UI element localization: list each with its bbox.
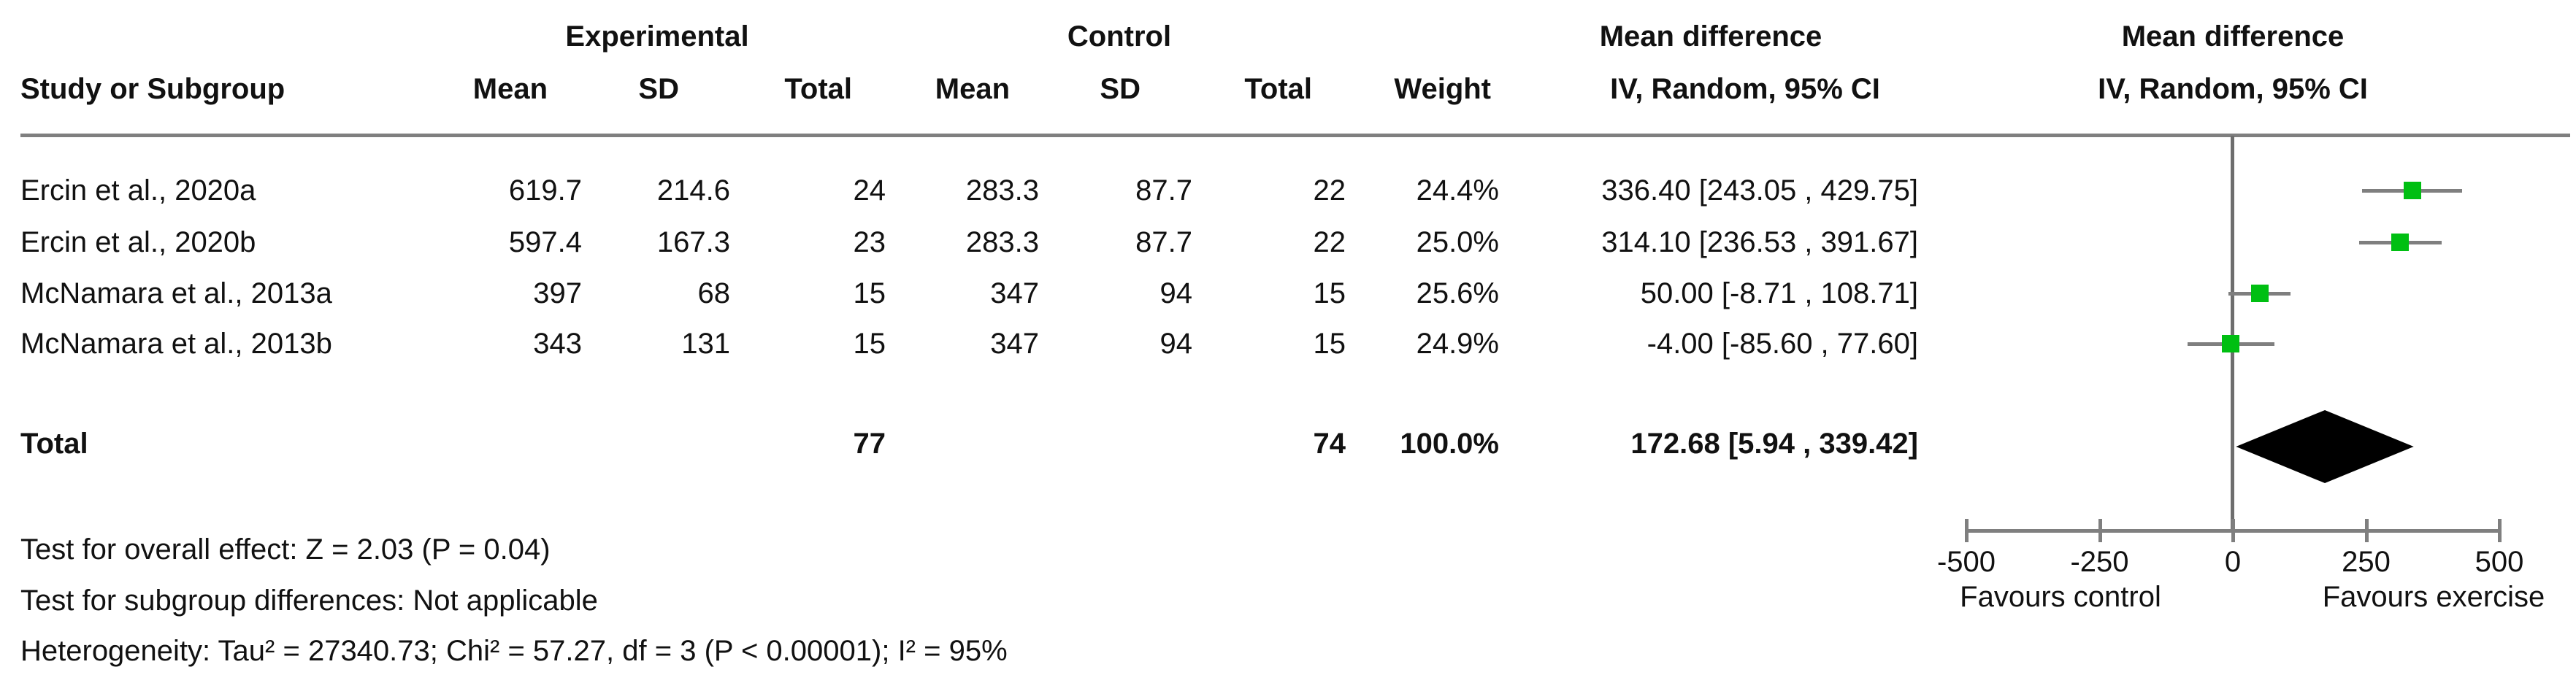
experimental-total-value: 15 [853,277,886,309]
mean-difference-ci-text: 336.40 [243.05 , 429.75] [1601,174,1918,207]
control-sd-value: 87.7 [1135,226,1192,258]
header-mean-experimental: Mean [472,73,548,105]
study-row: Ercin et al., 2020a 619.7 214.6 24 283.3… [0,165,2576,216]
axis-tick-label: 0 [2224,546,2242,578]
axis-tick-label: 500 [2475,546,2524,578]
weight-value: 25.6% [1416,277,1499,309]
total-n-experimental: 77 [853,428,886,460]
experimental-mean-value: 397 [533,277,582,309]
study-row: Ercin et al., 2020b 597.4 167.3 23 283.3… [0,217,2576,268]
subgroup-differences-test-text: Test for subgroup differences: Not appli… [20,585,598,617]
experimental-total-value: 23 [853,226,886,258]
control-sd-value: 94 [1159,328,1193,360]
study-row: McNamara et al., 2013a 397 68 15 347 94 … [0,268,2576,319]
experimental-mean-value: 343 [533,328,582,360]
study-row: McNamara et al., 2013b 343 131 15 347 94… [0,318,2576,369]
mean-difference-ci-text: -4.00 [-85.60 , 77.60] [1647,328,1918,360]
header-sd-experimental: SD [638,73,679,105]
axis-tick [2098,519,2102,542]
control-mean-value: 283.3 [965,226,1039,258]
favours-exercise-label: Favours exercise [2322,581,2545,613]
experimental-sd-value: 131 [681,328,730,360]
weight-value: 24.4% [1416,174,1499,207]
control-mean-value: 347 [990,277,1039,309]
experimental-sd-value: 214.6 [656,174,730,207]
control-sd-value: 94 [1159,277,1193,309]
header-experimental-group: Experimental [565,20,749,53]
effect-square-marker [2222,335,2240,352]
header-mean-difference-plot: Mean difference [2121,20,2345,53]
header-iv-random-ci-plot: IV, Random, 95% CI [2098,73,2368,105]
mean-difference-ci-text: 314.10 [236.53 , 391.67] [1601,226,1918,258]
effect-square-marker [2391,234,2410,251]
control-mean-value: 347 [990,328,1039,360]
heterogeneity-text: Heterogeneity: Tau² = 27340.73; Chi² = 5… [20,635,1008,667]
axis-tick [2231,519,2235,542]
total-ci-text: 172.68 [5.94 , 339.42] [1630,428,1918,460]
control-sd-value: 87.7 [1135,174,1192,207]
axis-tick-label: -250 [2070,546,2129,578]
study-label: McNamara et al., 2013b [20,328,332,360]
header-iv-random-ci-text: IV, Random, 95% CI [1610,73,1880,105]
header-total-control: Total [1244,73,1312,105]
control-total-value: 15 [1313,328,1346,360]
axis-tick-label: 250 [2342,546,2391,578]
header-mean-difference-text: Mean difference [1599,20,1822,53]
zero-line [2231,136,2234,532]
axis-tick [2498,519,2502,542]
header-mean-control: Mean [935,73,1010,105]
experimental-sd-value: 167.3 [656,226,730,258]
control-total-value: 22 [1313,174,1346,207]
header-weight: Weight [1394,73,1491,105]
total-weight: 100.0% [1400,428,1499,460]
header-sd-control: SD [1100,73,1141,105]
header-control-group: Control [1067,20,1172,53]
overall-effect-test-text: Test for overall effect: Z = 2.03 (P = 0… [20,533,551,566]
experimental-total-value: 15 [853,328,886,360]
effect-square-marker [2250,285,2269,302]
study-label: McNamara et al., 2013a [20,277,332,309]
header-separator-line [20,134,2570,137]
favours-control-label: Favours control [1960,581,2161,613]
total-row: Total 77 74 100.0% 172.68 [5.94 , 339.42… [0,418,2576,469]
experimental-mean-value: 597.4 [508,226,582,258]
header-total-experimental: Total [784,73,852,105]
control-total-value: 15 [1313,277,1346,309]
effect-square-marker [2403,182,2421,199]
weight-value: 24.9% [1416,328,1499,360]
study-label: Ercin et al., 2020a [20,174,256,207]
study-label: Ercin et al., 2020b [20,226,256,258]
total-n-control: 74 [1313,428,1346,460]
control-total-value: 22 [1313,226,1346,258]
mean-difference-ci-text: 50.00 [-8.71 , 108.71] [1640,277,1918,309]
axis-tick [2364,519,2369,542]
experimental-mean-value: 619.7 [508,174,582,207]
control-mean-value: 283.3 [965,174,1039,207]
experimental-total-value: 24 [853,174,886,207]
header-study-or-subgroup: Study or Subgroup [20,73,285,105]
total-label: Total [20,428,88,460]
weight-value: 25.0% [1416,226,1499,258]
experimental-sd-value: 68 [697,277,731,309]
axis-tick-label: -500 [1936,546,1996,578]
axis-tick [1965,519,1969,542]
